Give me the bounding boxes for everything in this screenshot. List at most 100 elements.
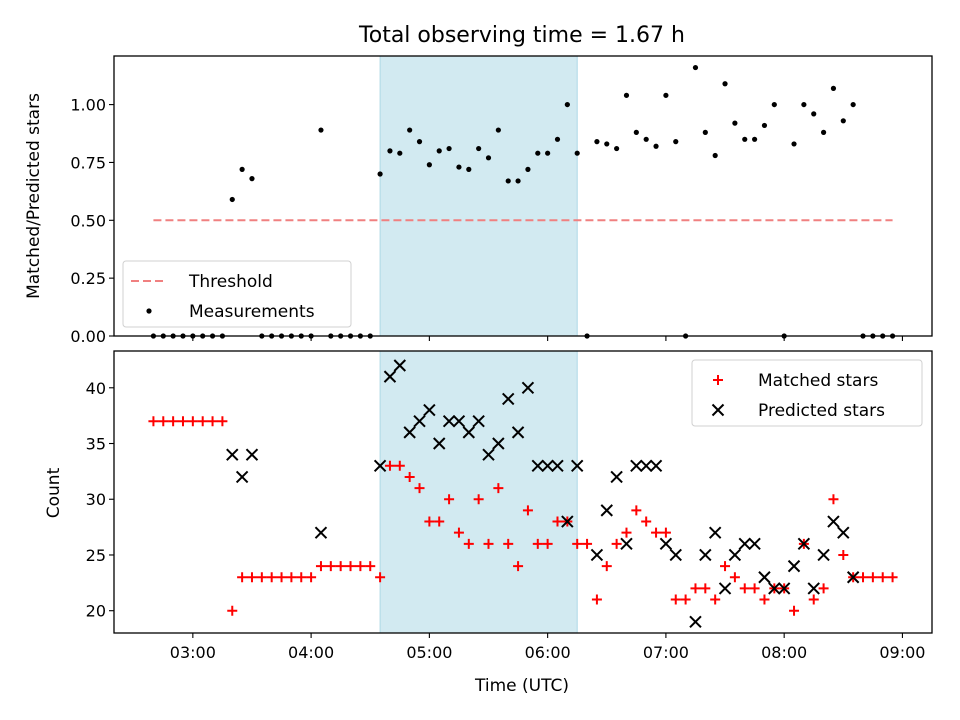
predicted-star-point <box>541 459 554 473</box>
predicted-star-point <box>787 559 801 573</box>
matched-star-point <box>237 572 248 583</box>
predicted-star-point <box>413 415 426 428</box>
measurement-point <box>515 178 521 184</box>
predicted-star-point <box>551 459 564 473</box>
matched-star-point <box>818 583 829 594</box>
legend-label: Matched stars <box>758 371 878 391</box>
predicted-star-point <box>442 415 456 428</box>
measurement-point <box>377 171 383 177</box>
matched-star-point <box>680 594 691 605</box>
predicted-star-point <box>452 415 466 428</box>
matched-star-point <box>591 594 602 605</box>
matched-star-point <box>394 460 405 471</box>
matched-star-point <box>158 416 169 427</box>
measurement-point <box>752 136 758 142</box>
legend-box <box>691 359 923 427</box>
plot-frame <box>113 350 933 634</box>
predicted-star-point <box>610 470 623 484</box>
x-tick-label: 09:00 <box>879 643 925 662</box>
matched-star-point <box>493 483 504 494</box>
matched-star-point <box>641 516 652 527</box>
measurement-point <box>229 196 235 203</box>
predicted-star-point <box>748 537 761 551</box>
measurement-point <box>505 178 511 184</box>
matched-star-point <box>720 561 731 572</box>
legend-measurement-swatch <box>146 308 152 314</box>
legend-matched-swatch <box>713 375 723 385</box>
measurement-point <box>771 101 777 108</box>
predicted-star-point <box>768 582 781 595</box>
matched-star-point <box>434 516 445 527</box>
matched-star-point <box>631 505 642 516</box>
predicted-star-point <box>393 359 407 372</box>
matched-star-point <box>611 538 622 549</box>
measurement-point <box>761 122 768 129</box>
matched-star-point <box>670 594 681 605</box>
measurement-point <box>623 92 630 98</box>
x-tick-label: 03:00 <box>170 643 216 662</box>
matched-star-point <box>148 416 159 427</box>
matched-star-point <box>177 416 188 427</box>
matched-star-point <box>601 561 612 572</box>
matched-star-point <box>315 561 326 572</box>
predicted-star-point <box>659 537 673 551</box>
predicted-star-point <box>403 426 416 439</box>
predicted-star-point <box>245 448 259 461</box>
predicted-star-point <box>600 504 613 517</box>
matched-star-point <box>453 527 464 538</box>
matched-star-point <box>256 572 267 583</box>
measurement-point <box>801 101 807 108</box>
y-tick-label: 0.75 <box>70 153 106 172</box>
predicted-star-point <box>797 537 811 551</box>
count-panel: 20 25 30 35 40 03:00 04:00 05:00 06:00 07:00 08:00… <box>86 350 933 662</box>
matched-star-point <box>582 538 593 549</box>
y-tick-label: 40 <box>86 379 106 398</box>
measurement-point <box>564 101 570 108</box>
measurement-point <box>485 155 492 161</box>
matched-star-point <box>867 572 878 583</box>
legend-label: Predicted stars <box>758 401 885 421</box>
predicted-star-point <box>817 548 830 562</box>
predicted-star-point <box>728 548 742 562</box>
plot-frame <box>113 55 933 337</box>
measurement-point <box>811 111 817 117</box>
y-axis-label-count: Count <box>44 467 64 518</box>
measurement-point <box>476 145 482 152</box>
predicted-star-point <box>738 537 751 551</box>
legend-label: Measurements <box>189 302 315 322</box>
y-tick-label: 1.00 <box>70 96 106 115</box>
predicted-star-point <box>492 437 505 450</box>
predicted-star-point <box>511 426 525 439</box>
measurement-point <box>633 129 639 135</box>
matched-star-point <box>710 594 721 605</box>
predicted-star-point <box>807 582 820 595</box>
matched-star-point <box>207 416 218 427</box>
predicted-star-point <box>235 470 249 484</box>
matched-star-point <box>522 505 533 516</box>
matched-star-point <box>552 516 563 527</box>
measurement-point <box>545 150 551 156</box>
predicted-star-point <box>837 526 850 539</box>
predicted-star-point <box>699 548 712 562</box>
matched-star-point <box>759 594 770 605</box>
predicted-star-point <box>689 615 702 629</box>
matched-star-point <box>227 605 238 616</box>
matched-star-point <box>877 572 888 583</box>
measurement-point <box>318 127 324 133</box>
ratio-panel: 0.00 0.25 0.50 0.75 1.00 Threshold Measurement… <box>70 55 933 346</box>
x-axis-label: Time (UTC) <box>474 676 569 696</box>
predicted-star-point <box>827 515 840 528</box>
matched-star-point <box>296 572 307 583</box>
measurement-point <box>594 139 600 145</box>
predicted-star-point <box>570 459 584 473</box>
predicted-star-point <box>462 426 476 439</box>
matched-star-point <box>660 527 671 538</box>
matched-star-point <box>197 416 208 427</box>
predicted-star-point <box>383 370 397 383</box>
measurement-point <box>653 143 659 149</box>
chart-title: Total observing time = 1.67 h <box>358 23 685 48</box>
measurement-point <box>850 101 856 108</box>
predicted-star-point <box>639 459 653 473</box>
predicted-star-point <box>472 415 485 428</box>
matched-star-point <box>335 561 346 572</box>
